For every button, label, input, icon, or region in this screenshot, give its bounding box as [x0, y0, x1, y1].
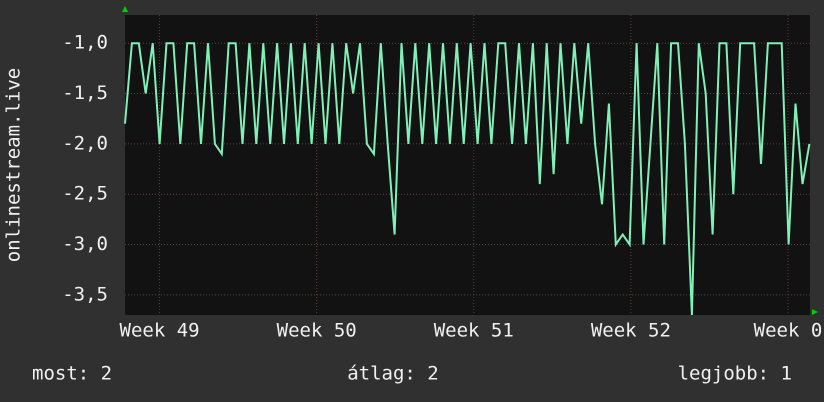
x-tick-label: Week 0: [754, 320, 823, 342]
y-axis-label: onlinestream.live: [3, 68, 25, 262]
y-tick-label: -2,0: [62, 132, 108, 154]
footer-average: átlag: 2: [347, 363, 439, 385]
y-tick-label: -3,5: [62, 283, 108, 305]
footer-current: most: 2: [32, 363, 112, 385]
x-tick-label: Week 52: [591, 320, 671, 342]
x-tick-label: Week 51: [434, 320, 514, 342]
y-tick-label: -1,0: [62, 32, 108, 54]
footer-max: legjobb: 1: [678, 363, 792, 385]
y-tick-label: -2,5: [62, 183, 108, 205]
data-line: [124, 42, 811, 316]
x-tick-label: Week 50: [277, 320, 357, 342]
axis-arrow: [812, 309, 818, 315]
y-tick-label: -3,0: [62, 233, 108, 255]
y-tick-label: -1,5: [62, 82, 108, 104]
x-tick-label: Week 49: [120, 320, 200, 342]
axis-arrow: [122, 6, 128, 12]
